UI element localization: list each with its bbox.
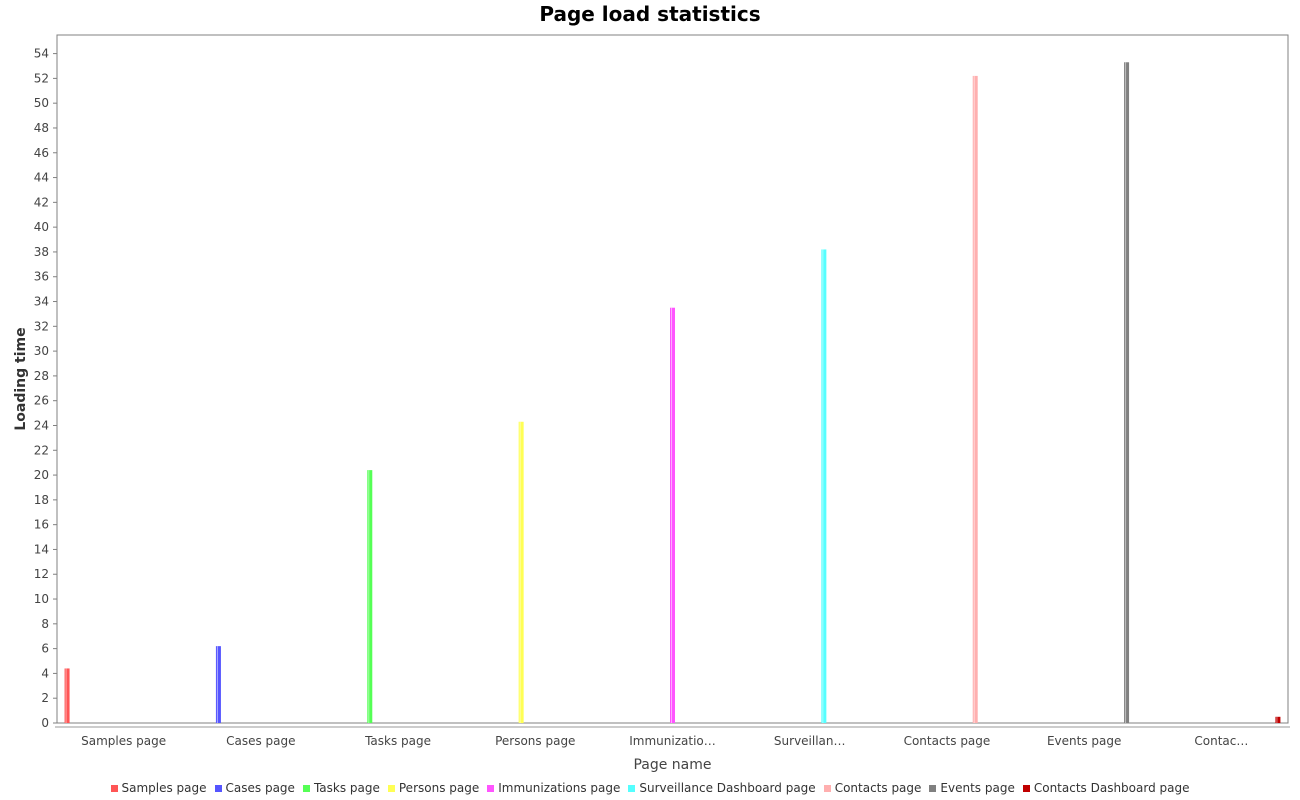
legend-label: Surveillance Dashboard page [639, 781, 816, 795]
legend-swatch [110, 784, 118, 792]
bar [972, 75, 978, 724]
bar [821, 249, 827, 724]
y-tick-label: 26 [34, 394, 49, 408]
y-tick-label: 8 [41, 617, 49, 631]
legend-label: Events page [940, 781, 1015, 795]
legend-swatch [302, 784, 310, 792]
y-tick-label: 52 [34, 71, 49, 85]
legend-label: Contacts Dashboard page [1033, 781, 1190, 795]
legend-label: Immunizations page [498, 781, 621, 795]
x-axis-label: Page name [633, 757, 711, 773]
bar [367, 470, 373, 723]
legend-item: Contacts page [823, 781, 922, 795]
bar [1275, 716, 1281, 723]
y-tick-label: 44 [34, 171, 49, 185]
legend-swatch [1022, 784, 1030, 792]
y-tick-label: 6 [41, 642, 49, 656]
y-axis-label: Loading time [13, 327, 29, 430]
y-tick-label: 46 [34, 146, 49, 160]
y-tick-label: 10 [34, 592, 49, 606]
x-tick-label: Cases page [226, 734, 295, 748]
legend-label: Persons page [398, 781, 480, 795]
y-tick-label: 36 [34, 270, 49, 284]
legend-swatch [487, 784, 495, 792]
y-tick-label: 48 [34, 121, 49, 135]
bar [1124, 62, 1130, 723]
legend-item: Cases page [214, 781, 295, 795]
y-tick-label: 24 [34, 418, 49, 432]
legend-label: Cases page [225, 781, 295, 795]
y-tick-label: 28 [34, 369, 49, 383]
legend-swatch [214, 784, 222, 792]
legend-swatch [628, 784, 636, 792]
y-tick-label: 34 [34, 295, 49, 309]
bar [670, 307, 675, 723]
legend-item: Contacts Dashboard page [1022, 781, 1190, 795]
x-tick-label: Contac… [1194, 734, 1248, 748]
y-tick-label: 50 [34, 96, 49, 110]
legend-item: Samples page [110, 781, 207, 795]
y-tick-label: 38 [34, 245, 49, 259]
legend-label: Contacts page [834, 781, 922, 795]
x-tick-label: Tasks page [364, 734, 431, 748]
bar [215, 646, 221, 723]
y-tick-label: 30 [34, 344, 49, 358]
y-tick-label: 0 [41, 716, 49, 730]
legend-item: Tasks page [302, 781, 380, 795]
legend-item: Immunizations page [487, 781, 620, 795]
legend-item: Persons page [387, 781, 480, 795]
y-tick-label: 54 [34, 47, 49, 61]
y-tick-label: 14 [34, 542, 49, 556]
legend: Samples page Cases page Tasks page Persons … [0, 781, 1300, 795]
y-tick-label: 16 [34, 518, 49, 532]
legend-label: Samples page [121, 781, 207, 795]
y-tick-label: 40 [34, 220, 49, 234]
x-tick-label: Samples page [81, 734, 166, 748]
y-tick-label: 4 [41, 666, 49, 680]
y-tick-label: 42 [34, 195, 49, 209]
y-tick-label: 12 [34, 567, 49, 581]
legend-label: Tasks page [313, 781, 380, 795]
y-tick-label: 18 [34, 493, 49, 507]
chart-title: Page load statistics [539, 2, 761, 26]
x-tick-label: Surveillan… [774, 734, 846, 748]
x-tick-label: Contacts page [904, 734, 991, 748]
legend-swatch [823, 784, 831, 792]
legend-swatch [929, 784, 937, 792]
legend-item: Events page [929, 781, 1015, 795]
y-tick-label: 32 [34, 319, 49, 333]
x-tick-label: Immunizatio… [629, 734, 716, 748]
x-tick-label: Persons page [495, 734, 575, 748]
y-tick-label: 22 [34, 443, 49, 457]
y-tick-label: 2 [41, 691, 49, 705]
bar-chart: 0246810121416182022242628303234363840424… [13, 34, 1290, 773]
legend-item: Surveillance Dashboard page [628, 781, 816, 795]
x-tick-label: Events page [1047, 734, 1121, 748]
legend-swatch [387, 784, 395, 792]
bar [518, 421, 524, 723]
y-tick-label: 20 [34, 468, 49, 482]
bar [64, 668, 70, 723]
